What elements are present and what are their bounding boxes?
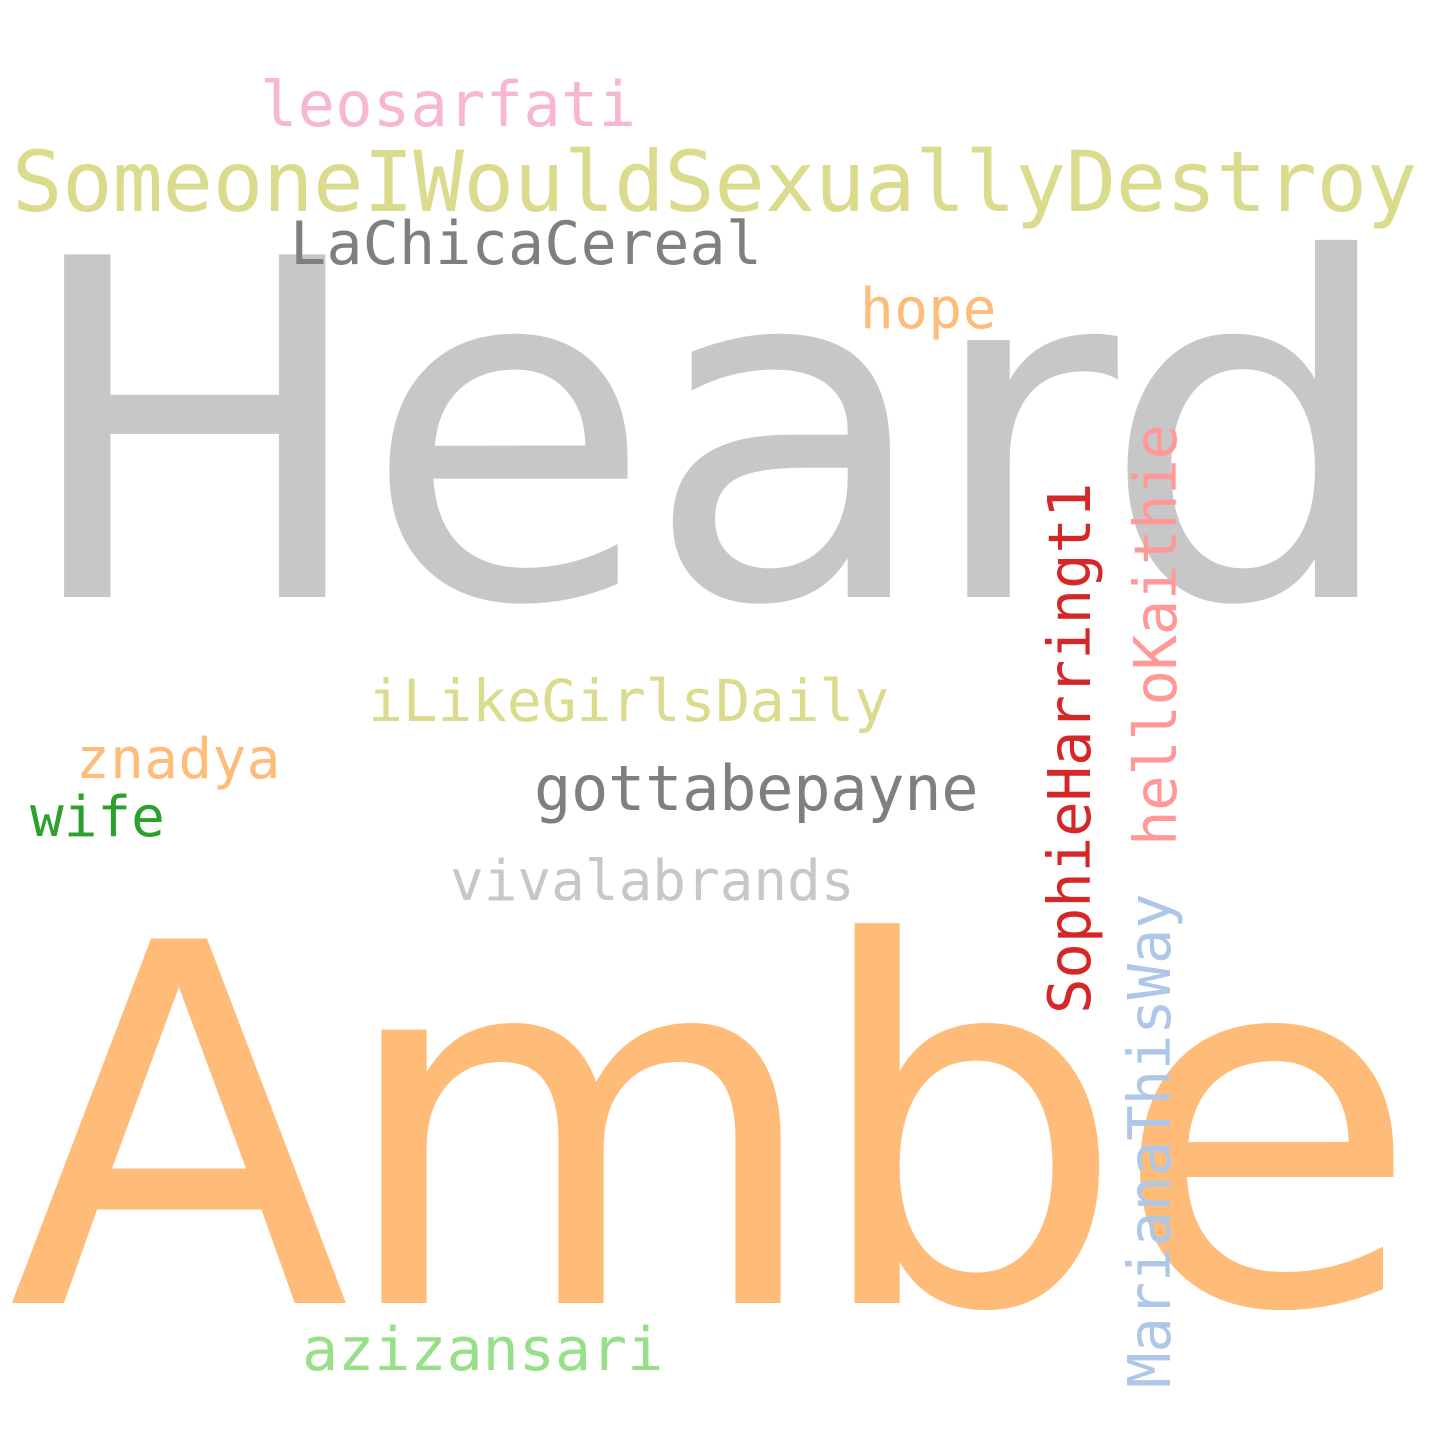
word-hellokaithie: helloKaithie — [1121, 424, 1190, 846]
word-sophieharringt1: SophieHarringt1 — [1035, 482, 1104, 1014]
word-leosarfati: leosarfati — [260, 68, 637, 141]
word-znadya: znadya — [76, 727, 281, 792]
word-hope: hope — [860, 277, 997, 342]
word-azizansari: azizansari — [302, 1315, 664, 1385]
word-heard: Heard — [18, 161, 1400, 708]
word-amber: Amber — [8, 839, 1440, 1421]
word-wife: wife — [30, 785, 165, 850]
word-lachicacereal: LaChicaCereal — [290, 209, 763, 279]
word-someoneiwouldsexuallydestroy: SomeoneIWouldSexuallyDestroy — [12, 133, 1417, 231]
word-gottabepayne: gottabepayne — [534, 752, 979, 825]
word-ilikegirlsdaily: iLikeGirlsDaily — [368, 667, 889, 735]
word-vivalabrands: vivalabrands — [450, 849, 855, 914]
word-marianathisway: MarianaThisWay — [1115, 893, 1184, 1389]
